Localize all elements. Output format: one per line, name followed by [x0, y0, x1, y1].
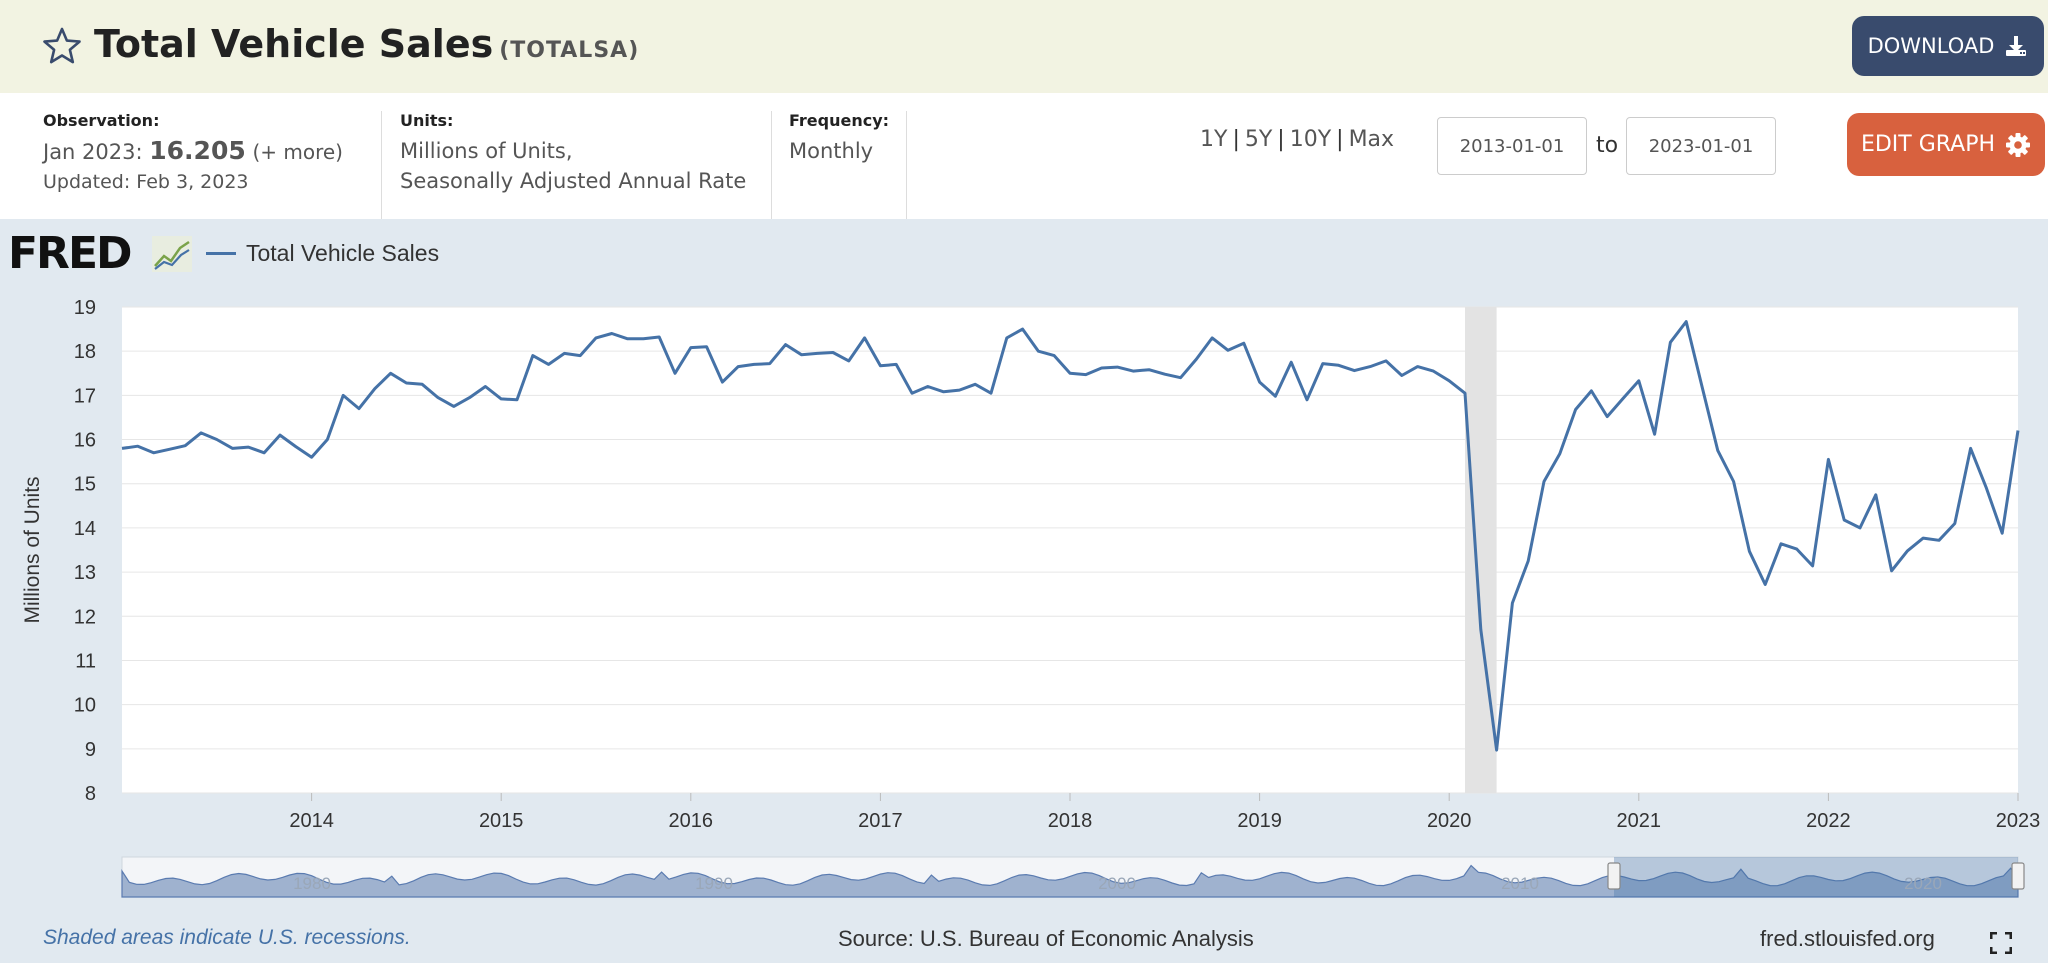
info-bar: Observation: Jan 2023: 16.205 (+ more) U…: [0, 93, 2048, 219]
units-label: Units:: [400, 111, 454, 130]
y-tick-label: 16: [74, 430, 96, 452]
observation-date: Jan 2023:: [43, 140, 143, 164]
y-tick-label: 18: [74, 341, 96, 363]
x-tick-label: 2018: [1048, 810, 1093, 832]
y-tick-label: 15: [74, 474, 96, 496]
recession-note: Shaded areas indicate U.S. recessions.: [43, 926, 411, 949]
navigator-tick-label: 2010: [1501, 874, 1539, 893]
observation-line: Jan 2023: 16.205 (+ more): [43, 136, 343, 167]
fullscreen-icon[interactable]: [1990, 932, 2012, 954]
edit-graph-label: EDIT GRAPH: [1860, 132, 1996, 157]
x-tick-label: 2020: [1427, 810, 1472, 832]
x-tick-label: 2022: [1806, 810, 1851, 832]
start-date-input[interactable]: 2013-01-01: [1437, 117, 1587, 175]
header-bar: Total Vehicle Sales (TOTALSA) DOWNLOAD: [0, 0, 2048, 93]
range-max-link[interactable]: Max: [1348, 127, 1395, 152]
y-tick-label: 10: [74, 695, 96, 717]
x-tick-label: 2019: [1237, 810, 1282, 832]
range-5y-link[interactable]: 5Y: [1244, 127, 1273, 152]
range-1y-link[interactable]: 1Y: [1200, 127, 1228, 152]
updated-date: Updated: Feb 3, 2023: [43, 171, 249, 193]
navigator[interactable]: 1980 1990 2000 2010 2020: [121, 856, 2025, 898]
y-tick-label: 9: [85, 739, 96, 761]
x-tick-label: 2015: [479, 810, 524, 832]
fred-logo[interactable]: FRED: [8, 228, 133, 279]
y-tick-label: 11: [75, 650, 96, 672]
fred-chart-icon: [152, 236, 192, 272]
navigator-tick-label: 1980: [293, 874, 331, 893]
x-tick-label: 2017: [858, 810, 903, 832]
navigator-selection[interactable]: [1614, 857, 2018, 897]
download-label: DOWNLOAD: [1867, 34, 1995, 58]
y-tick-label: 12: [74, 606, 96, 628]
divider: [381, 111, 382, 219]
range-links: 1Y | 5Y | 10Y | Max: [1200, 127, 1395, 152]
divider: [771, 111, 772, 219]
range-10y-link[interactable]: 10Y: [1289, 127, 1332, 152]
navigator-handle[interactable]: [1607, 862, 1621, 890]
star-icon[interactable]: [42, 26, 82, 66]
series-title: Total Vehicle Sales: [94, 22, 494, 66]
y-axis-label: Millions of Units: [21, 476, 44, 623]
navigator-tick-label: 2020: [1904, 874, 1942, 893]
edit-graph-button[interactable]: EDIT GRAPH: [1847, 113, 2045, 176]
legend-label: Total Vehicle Sales: [246, 240, 440, 266]
download-icon: [2006, 36, 2027, 56]
divider: [906, 111, 907, 219]
frequency-label: Frequency:: [789, 111, 890, 130]
navigator-tick-label: 1990: [695, 874, 733, 893]
observation-value: 16.205: [149, 136, 246, 165]
download-button[interactable]: DOWNLOAD: [1852, 16, 2044, 76]
series-id: (TOTALSA): [499, 38, 640, 63]
x-tick-label: 2016: [669, 810, 714, 832]
units-line1: Millions of Units,: [400, 139, 573, 163]
x-tick-label: 2021: [1617, 810, 1662, 832]
x-tick-label: 2023: [1996, 810, 2041, 832]
frequency-block: Frequency: Monthly: [789, 111, 889, 166]
series-line: [121, 320, 2020, 752]
source-text: Source: U.S. Bureau of Economic Analysis: [838, 926, 1254, 951]
fred-url-link[interactable]: fred.stlouisfed.org: [1760, 926, 1935, 951]
navigator-series-area: [121, 864, 2019, 898]
observation-block: Observation: Jan 2023: 16.205 (+ more) U…: [43, 111, 343, 197]
y-tick-label: 17: [74, 385, 96, 407]
frequency-value: Monthly: [789, 139, 874, 163]
y-tick-label: 19: [74, 297, 96, 319]
y-tick-label: 8: [85, 783, 96, 805]
plot-background: [122, 307, 2018, 793]
observation-label: Observation:: [43, 111, 160, 130]
navigator-handle[interactable]: [2011, 862, 2025, 890]
y-tick-label: 14: [74, 518, 96, 540]
y-tick-label: 13: [74, 562, 96, 584]
chart-legend: Total Vehicle Sales: [206, 240, 439, 267]
page-title: Total Vehicle Sales (TOTALSA): [94, 22, 639, 66]
legend-swatch: [206, 252, 236, 255]
gear-icon: [2006, 132, 2031, 157]
units-line2: Seasonally Adjusted Annual Rate: [400, 169, 747, 193]
end-date-input[interactable]: 2023-01-01: [1626, 117, 1776, 175]
x-tick-label: 2014: [289, 810, 334, 832]
navigator-tick-label: 2000: [1098, 874, 1136, 893]
observation-more-link[interactable]: (+ more): [252, 140, 343, 164]
chart-area: 8 9 10 11 12 13 14 15 16 17 18 19 2014 2015 2016 2017 2…: [21, 297, 2041, 898]
to-label: to: [1596, 133, 1619, 158]
units-block: Units: Millions of Units, Seasonally Adj…: [400, 111, 746, 196]
